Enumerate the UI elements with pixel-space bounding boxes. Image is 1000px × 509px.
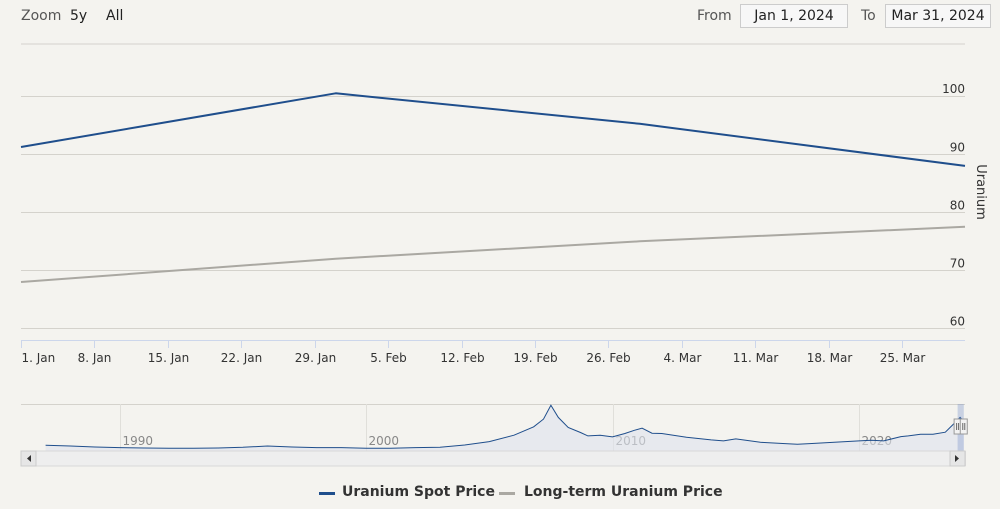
y-axis-title: Uranium <box>973 164 988 220</box>
to-label: To <box>861 8 876 24</box>
to-date-input[interactable]: Mar 31, 2024 <box>885 4 991 28</box>
legend-swatch-spot <box>319 492 335 495</box>
x-tick-label: 1. Jan <box>22 351 56 365</box>
zoom-5y-button[interactable]: 5y <box>70 8 88 24</box>
chevron-right-icon[interactable] <box>949 450 966 467</box>
navigator-year-label: 1990 <box>123 434 154 448</box>
scrollbar-track[interactable] <box>20 450 966 467</box>
legend-label-long-term: Long-term Uranium Price <box>524 484 723 500</box>
x-tick-label: 5. Feb <box>370 351 407 365</box>
x-axis: 1. Jan 8. Jan 15. Jan 22. Jan 29. Jan 5. Feb 1… <box>21 340 965 365</box>
y-tick-label: 80 <box>950 198 965 212</box>
x-tick-label: 15. Jan <box>148 351 189 365</box>
grid-lines <box>21 43 965 329</box>
navigator-area <box>45 405 964 451</box>
x-tick-label: 29. Jan <box>295 351 336 365</box>
chevron-left-icon[interactable] <box>20 450 37 467</box>
navigator[interactable]: 1990200020102020 <box>20 404 968 467</box>
x-tick-label: 11. Mar <box>733 351 779 365</box>
series-line-spot-price[interactable] <box>20 92 966 167</box>
zoom-all-button[interactable]: All <box>106 8 124 24</box>
series-line-long-term-price[interactable] <box>20 225 966 283</box>
navigator-year-label: 2000 <box>369 434 400 448</box>
x-tick-label: 25. Mar <box>880 351 926 365</box>
x-tick-label: 8. Jan <box>78 351 112 365</box>
x-tick-label: 18. Mar <box>807 351 853 365</box>
series-lines <box>20 92 966 283</box>
y-tick-label: 60 <box>950 314 965 328</box>
navigator-scrollbar[interactable] <box>20 450 966 467</box>
navigator-handle-right[interactable] <box>959 418 968 435</box>
y-tick-label: 100 <box>942 82 965 96</box>
legend: Uranium Spot Price Long-term Uranium Pri… <box>0 484 1000 504</box>
uranium-price-chart: 1. Jan 8. Jan 15. Jan 22. Jan 29. Jan 5. Feb 1… <box>20 43 988 467</box>
y-tick-label: 70 <box>950 256 965 270</box>
x-tick-label: 19. Feb <box>513 351 557 365</box>
from-label: From <box>697 8 732 24</box>
legend-swatch-long-term <box>499 492 515 495</box>
x-tick-label: 22. Jan <box>221 351 262 365</box>
x-tick-label: 12. Feb <box>440 351 484 365</box>
range-toolbar: Zoom 5y All From Jan 1, 2024 To Mar 31, … <box>0 0 1000 36</box>
navigator-series-line <box>45 404 965 449</box>
from-date-input[interactable]: Jan 1, 2024 <box>740 4 848 28</box>
y-axis: 60 70 80 90 100 <box>942 82 965 328</box>
legend-label-spot: Uranium Spot Price <box>342 484 495 500</box>
x-tick-label: 4. Mar <box>664 351 702 365</box>
y-tick-label: 90 <box>950 140 965 154</box>
zoom-label: Zoom <box>21 8 62 24</box>
x-tick-label: 26. Feb <box>586 351 630 365</box>
